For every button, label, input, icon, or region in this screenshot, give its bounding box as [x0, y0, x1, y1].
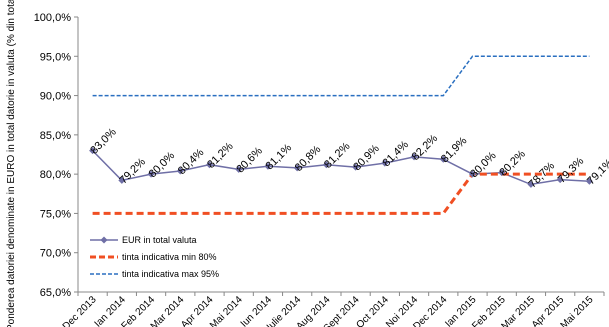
- series-lines: [89, 55, 593, 215]
- data-point: [410, 153, 418, 161]
- y-tick-label: 75,0%: [40, 208, 71, 220]
- y-axis-label: Ponderea datoriei denominate in EURO in …: [6, 0, 17, 327]
- data-point: [381, 159, 389, 167]
- data-label: 79,2%: [117, 156, 148, 187]
- legend-item-min: tinta indicativa min 80%: [90, 252, 217, 262]
- y-tick-label: 100,0%: [34, 12, 72, 24]
- data-point: [235, 165, 243, 173]
- data-point: [118, 176, 126, 184]
- data-label: 81,4%: [380, 139, 411, 170]
- data-point: [585, 177, 593, 185]
- y-tick-label: 95,0%: [40, 51, 71, 63]
- y-tick-label: 85,0%: [40, 130, 71, 142]
- data-point: [352, 163, 360, 171]
- data-point: [89, 147, 97, 155]
- x-tick-label: Mai 2015: [559, 294, 596, 327]
- data-label: 80,0%: [147, 150, 178, 181]
- data-point: [147, 170, 155, 178]
- legend: EUR in total valuta tinta indicativa min…: [90, 235, 219, 279]
- data-point: [469, 170, 476, 178]
- axes: 65,0% 70,0% 75,0% 80,0% 85,0% 90,0% 95,0% 100,0…: [34, 12, 605, 327]
- data-point: [556, 176, 564, 184]
- legend-label-min: tinta indicativa min 80%: [122, 252, 217, 262]
- legend-label-eur: EUR in total valuta: [122, 235, 197, 245]
- data-label: 80,4%: [176, 146, 207, 177]
- data-label: 80,8%: [293, 143, 324, 174]
- y-tick-label: 80,0%: [40, 169, 71, 181]
- data-point: [206, 161, 213, 169]
- data-label: 83,0%: [88, 126, 119, 157]
- data-point: [322, 161, 330, 169]
- series-line-max: [92, 55, 590, 97]
- legend-label-max: tinta indicativa max 95%: [122, 269, 219, 279]
- data-point: [439, 155, 447, 163]
- y-tick-label: 70,0%: [40, 248, 71, 260]
- data-point: [498, 169, 506, 177]
- data-label: 79,1%: [585, 157, 609, 188]
- data-labels: 83,0%79,2%80,0%80,4%81,2%80,6%81,1%80,8%…: [88, 126, 609, 190]
- series-line-min: [92, 172, 590, 215]
- y-tick-label: 90,0%: [40, 91, 71, 103]
- legend-item-eur: EUR in total valuta: [90, 235, 197, 245]
- data-label: 80,0%: [468, 150, 499, 181]
- data-label: 80,6%: [234, 145, 265, 176]
- data-label: 80,2%: [497, 148, 528, 179]
- y-tick-label: 65,0%: [40, 287, 71, 299]
- data-label: 81,9%: [439, 135, 470, 166]
- legend-marker-eur: [100, 236, 108, 244]
- data-point: [264, 162, 272, 170]
- data-point: [527, 180, 535, 188]
- legend-item-max: tinta indicativa max 95%: [90, 269, 219, 279]
- data-label: 80,9%: [351, 142, 382, 173]
- data-point: [293, 164, 301, 172]
- data-point: [176, 167, 184, 175]
